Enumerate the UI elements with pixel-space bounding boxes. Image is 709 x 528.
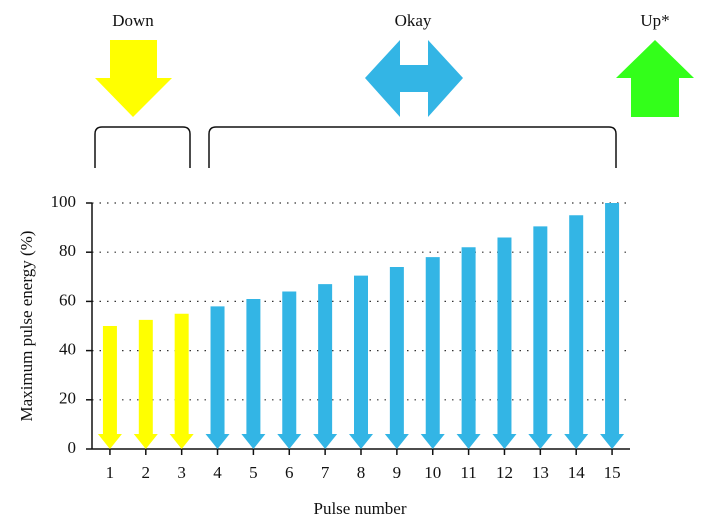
annotation: Up* bbox=[640, 11, 669, 30]
x-tick-label: 5 bbox=[249, 463, 258, 482]
arrow-bar bbox=[205, 306, 230, 449]
arrow-bar bbox=[277, 291, 302, 449]
annotation: Okay bbox=[395, 11, 432, 30]
arrow-bar bbox=[492, 237, 517, 449]
x-tick-label: 7 bbox=[321, 463, 330, 482]
x-tick-label: 13 bbox=[532, 463, 549, 482]
arrow-bar bbox=[600, 203, 625, 449]
y-tick-label: 100 bbox=[51, 192, 77, 211]
arrow-bar bbox=[384, 266, 409, 449]
arrow-bar bbox=[133, 319, 158, 449]
x-axis-label: Pulse number bbox=[313, 499, 406, 518]
y-tick-label: 60 bbox=[59, 290, 76, 309]
down-bracket bbox=[94, 126, 191, 168]
arrow-bar bbox=[241, 298, 266, 449]
y-axis-label: Maximum pulse energy (%) bbox=[17, 231, 36, 422]
x-tick-label: 9 bbox=[393, 463, 402, 482]
x-tick-label: 11 bbox=[460, 463, 476, 482]
arrow-bar bbox=[456, 247, 481, 449]
x-tick-label: 10 bbox=[424, 463, 441, 482]
down-arrow bbox=[95, 40, 172, 117]
okay-arrow bbox=[365, 40, 463, 117]
x-tick-label: 14 bbox=[568, 463, 586, 482]
y-tick-label: 40 bbox=[59, 340, 76, 359]
y-tick-label: 80 bbox=[59, 241, 76, 260]
x-tick-label: 3 bbox=[177, 463, 186, 482]
x-tick-label: 2 bbox=[142, 463, 151, 482]
arrow-bar bbox=[420, 257, 445, 449]
x-tick-label: 15 bbox=[604, 463, 621, 482]
arrow-bar bbox=[349, 275, 373, 449]
arrow-bar bbox=[528, 226, 553, 449]
annotation: Down bbox=[112, 11, 154, 30]
arrow-bar bbox=[97, 326, 122, 449]
x-tick-label: 8 bbox=[357, 463, 366, 482]
y-tick-label: 0 bbox=[68, 438, 77, 457]
y-tick-label: 20 bbox=[59, 389, 76, 408]
arrow-bar bbox=[564, 215, 589, 449]
arrow-bar bbox=[313, 284, 338, 449]
okay-bracket bbox=[208, 126, 617, 168]
x-tick-label: 1 bbox=[106, 463, 115, 482]
x-tick-label: 6 bbox=[285, 463, 294, 482]
arrow-bar bbox=[169, 313, 194, 449]
x-tick-label: 4 bbox=[213, 463, 222, 482]
up-arrow bbox=[616, 40, 694, 117]
x-tick-label: 12 bbox=[496, 463, 513, 482]
